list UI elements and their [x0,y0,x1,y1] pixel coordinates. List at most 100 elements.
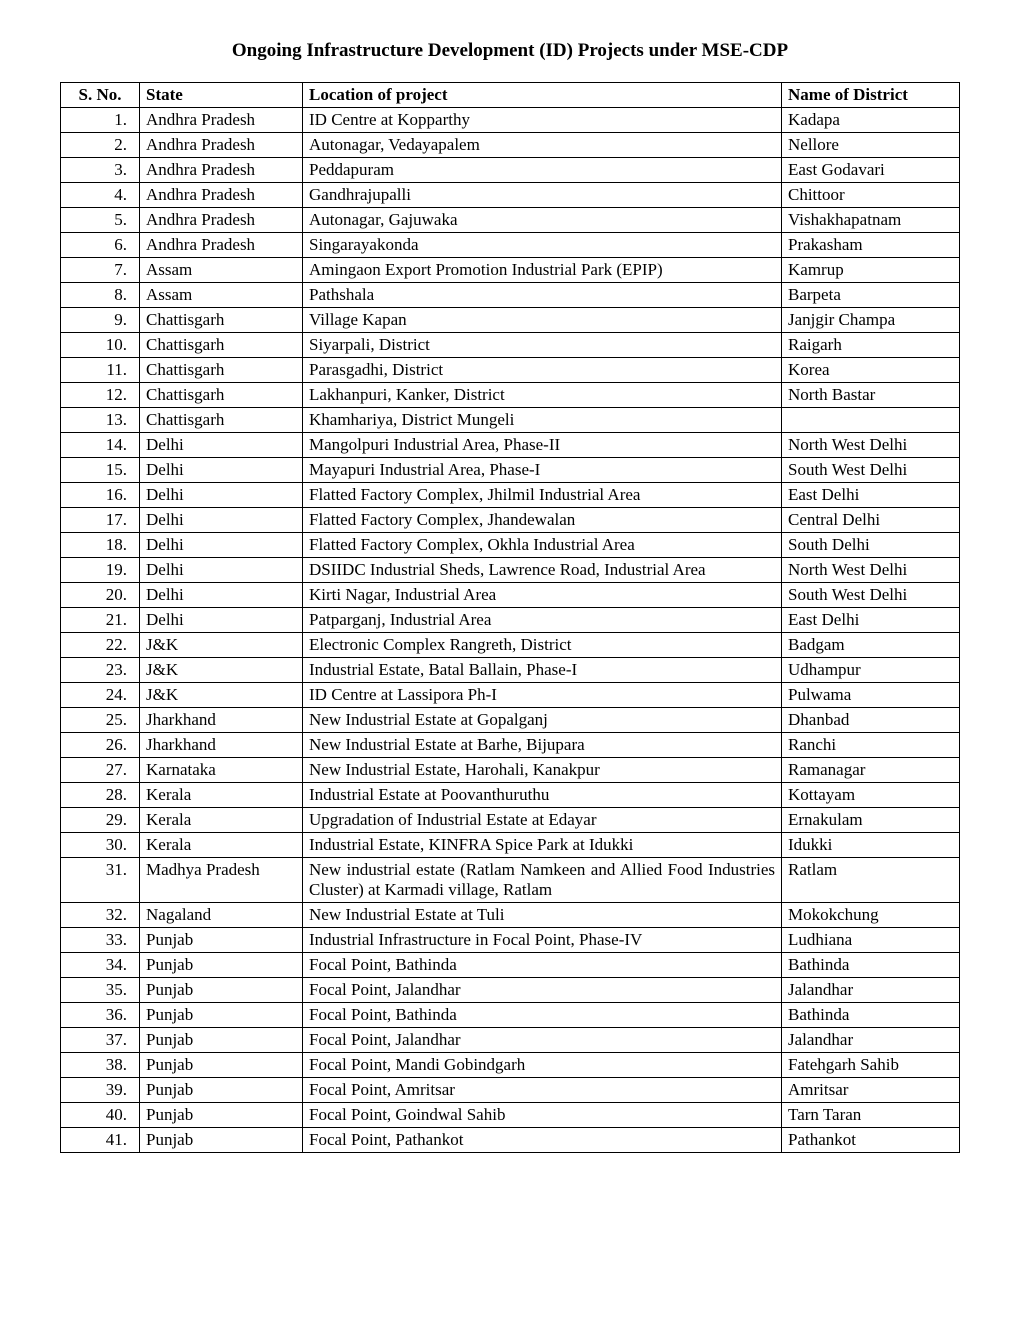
table-row: 38.PunjabFocal Point, Mandi GobindgarhFa… [61,1053,960,1078]
cell-state: Delhi [140,458,303,483]
cell-sno: 2. [61,133,140,158]
cell-location: Industrial Estate, Batal Ballain, Phase-… [303,658,782,683]
cell-location: Singarayakonda [303,233,782,258]
cell-location: Flatted Factory Complex, Okhla Industria… [303,533,782,558]
cell-sno: 38. [61,1053,140,1078]
cell-state: Punjab [140,1003,303,1028]
cell-district: Prakasham [782,233,960,258]
cell-state: Delhi [140,433,303,458]
table-row: 19.DelhiDSIIDC Industrial Sheds, Lawrenc… [61,558,960,583]
table-row: 8.AssamPathshalaBarpeta [61,283,960,308]
cell-sno: 9. [61,308,140,333]
cell-sno: 27. [61,758,140,783]
cell-location: Focal Point, Mandi Gobindgarh [303,1053,782,1078]
cell-district: Pathankot [782,1128,960,1153]
table-header-row: S. No. State Location of project Name of… [61,83,960,108]
cell-sno: 37. [61,1028,140,1053]
cell-state: Chattisgarh [140,358,303,383]
cell-district: Jalandhar [782,1028,960,1053]
cell-district: North Bastar [782,383,960,408]
cell-sno: 18. [61,533,140,558]
cell-location: Autonagar, Vedayapalem [303,133,782,158]
cell-district: Barpeta [782,283,960,308]
table-row: 16.DelhiFlatted Factory Complex, Jhilmil… [61,483,960,508]
cell-sno: 36. [61,1003,140,1028]
cell-sno: 11. [61,358,140,383]
projects-table: S. No. State Location of project Name of… [60,82,960,1153]
cell-state: Kerala [140,783,303,808]
table-row: 18.DelhiFlatted Factory Complex, Okhla I… [61,533,960,558]
cell-sno: 41. [61,1128,140,1153]
table-row: 7.AssamAmingaon Export Promotion Industr… [61,258,960,283]
cell-district: Ernakulam [782,808,960,833]
cell-state: Andhra Pradesh [140,233,303,258]
cell-state: Kerala [140,833,303,858]
cell-state: Delhi [140,608,303,633]
cell-location: Focal Point, Goindwal Sahib [303,1103,782,1128]
cell-location: Industrial Estate, KINFRA Spice Park at … [303,833,782,858]
cell-location: Autonagar, Gajuwaka [303,208,782,233]
cell-location: New Industrial Estate at Barhe, Bijupara [303,733,782,758]
cell-sno: 6. [61,233,140,258]
cell-district: Ratlam [782,858,960,903]
table-row: 13.ChattisgarhKhamhariya, District Munge… [61,408,960,433]
cell-location: Khamhariya, District Mungeli [303,408,782,433]
cell-district: Korea [782,358,960,383]
cell-location: Gandhrajupalli [303,183,782,208]
cell-sno: 26. [61,733,140,758]
cell-sno: 4. [61,183,140,208]
cell-location: Mayapuri Industrial Area, Phase-I [303,458,782,483]
cell-district: Tarn Taran [782,1103,960,1128]
table-row: 41.PunjabFocal Point, PathankotPathankot [61,1128,960,1153]
cell-district: North West Delhi [782,433,960,458]
table-row: 32.NagalandNew Industrial Estate at Tuli… [61,903,960,928]
cell-state: Andhra Pradesh [140,133,303,158]
table-row: 40.PunjabFocal Point, Goindwal SahibTarn… [61,1103,960,1128]
table-row: 5.Andhra PradeshAutonagar, GajuwakaVisha… [61,208,960,233]
table-row: 15.DelhiMayapuri Industrial Area, Phase-… [61,458,960,483]
table-row: 28.KeralaIndustrial Estate at Poovanthur… [61,783,960,808]
cell-state: Assam [140,283,303,308]
cell-sno: 19. [61,558,140,583]
cell-sno: 25. [61,708,140,733]
cell-state: J&K [140,683,303,708]
cell-state: Jharkhand [140,733,303,758]
cell-location: Upgradation of Industrial Estate at Eday… [303,808,782,833]
table-row: 4.Andhra PradeshGandhrajupalliChittoor [61,183,960,208]
cell-district: East Delhi [782,608,960,633]
table-row: 31.Madhya PradeshNew industrial estate (… [61,858,960,903]
cell-sno: 5. [61,208,140,233]
cell-district: North West Delhi [782,558,960,583]
table-row: 34.PunjabFocal Point, BathindaBathinda [61,953,960,978]
cell-sno: 7. [61,258,140,283]
table-row: 12.ChattisgarhLakhanpuri, Kanker, Distri… [61,383,960,408]
cell-location: Focal Point, Bathinda [303,953,782,978]
table-row: 2.Andhra PradeshAutonagar, VedayapalemNe… [61,133,960,158]
cell-state: Nagaland [140,903,303,928]
table-row: 27.KarnatakaNew Industrial Estate, Haroh… [61,758,960,783]
table-row: 3.Andhra PradeshPeddapuramEast Godavari [61,158,960,183]
cell-state: Karnataka [140,758,303,783]
cell-district: Kottayam [782,783,960,808]
cell-sno: 21. [61,608,140,633]
cell-sno: 14. [61,433,140,458]
cell-sno: 29. [61,808,140,833]
cell-district: Kadapa [782,108,960,133]
cell-sno: 8. [61,283,140,308]
cell-state: Chattisgarh [140,408,303,433]
col-header-location: Location of project [303,83,782,108]
cell-state: Chattisgarh [140,383,303,408]
cell-location: Industrial Estate at Poovanthuruthu [303,783,782,808]
cell-state: Andhra Pradesh [140,158,303,183]
cell-district: Jalandhar [782,978,960,1003]
cell-location: Pathshala [303,283,782,308]
cell-location: Parasgadhi, District [303,358,782,383]
cell-state: Delhi [140,483,303,508]
cell-district: Badgam [782,633,960,658]
cell-district: Bathinda [782,953,960,978]
table-row: 35.PunjabFocal Point, JalandharJalandhar [61,978,960,1003]
cell-district: Idukki [782,833,960,858]
cell-district: Chittoor [782,183,960,208]
cell-location: Focal Point, Amritsar [303,1078,782,1103]
table-row: 26.JharkhandNew Industrial Estate at Bar… [61,733,960,758]
